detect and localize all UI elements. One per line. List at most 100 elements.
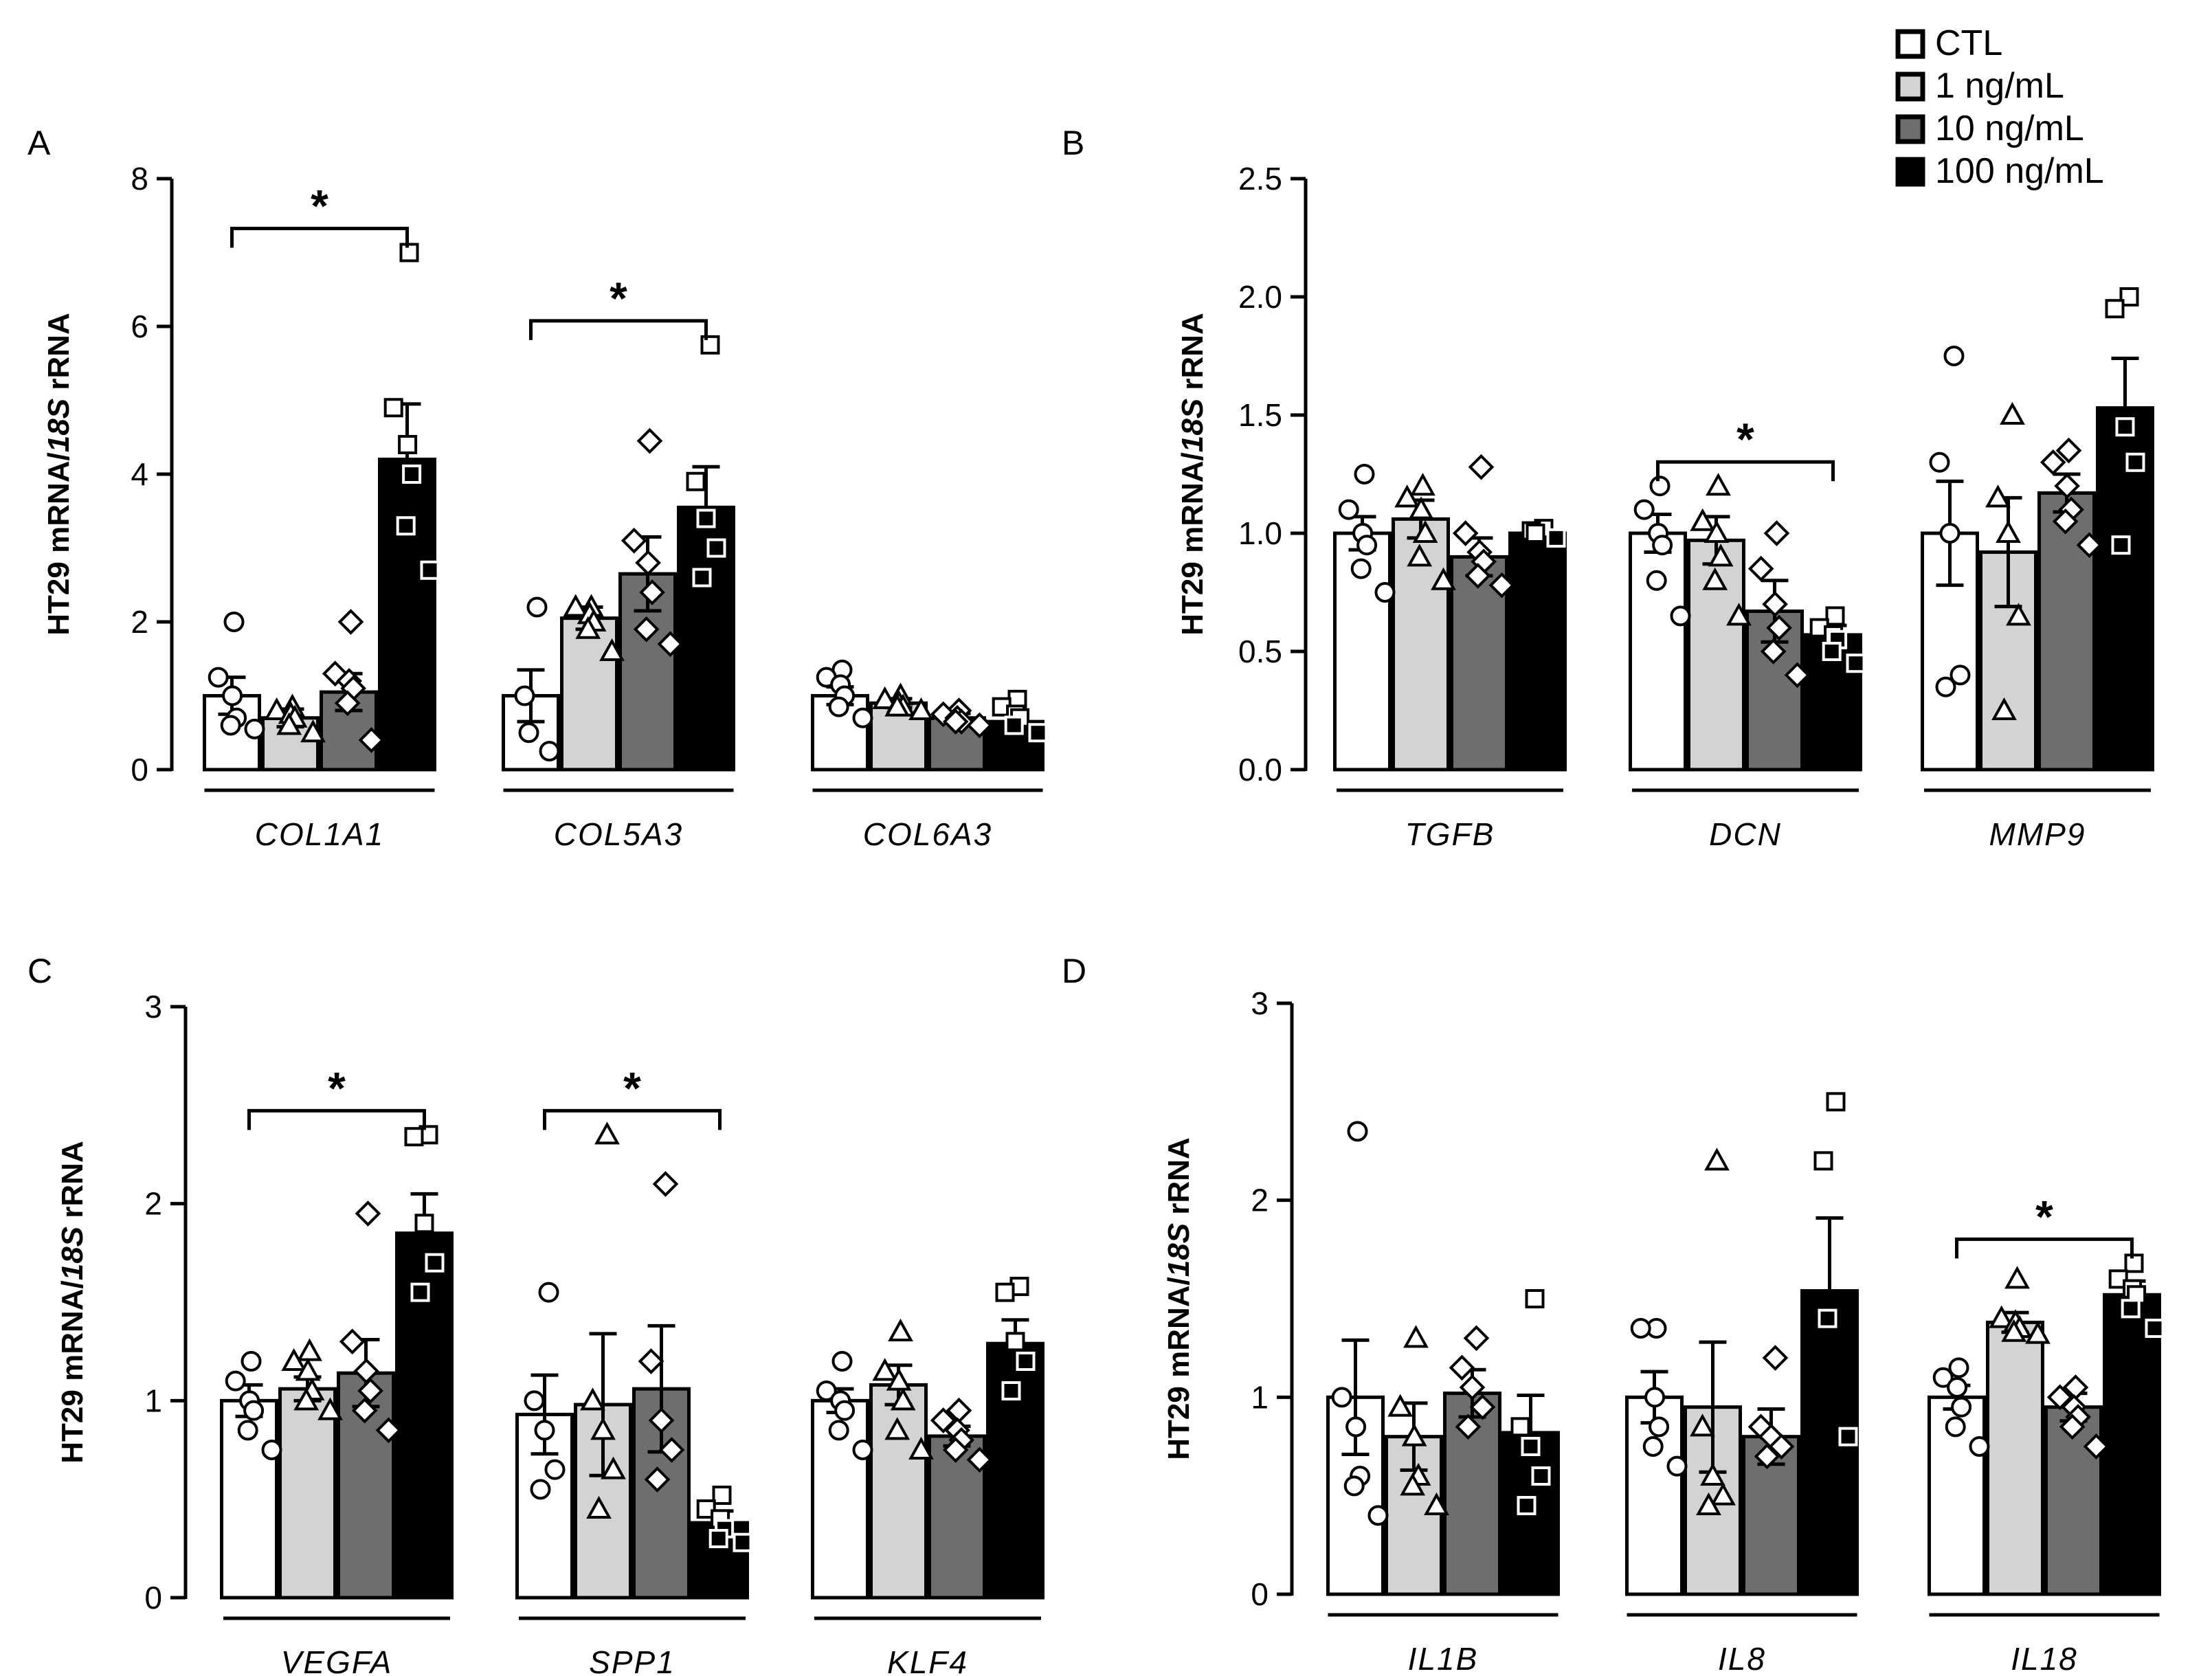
data-point bbox=[633, 616, 660, 643]
data-point bbox=[1374, 582, 1396, 603]
data-point bbox=[1004, 715, 1024, 735]
data-point bbox=[890, 1387, 916, 1411]
data-point bbox=[1704, 1148, 1730, 1171]
data-point bbox=[828, 696, 849, 717]
data-point bbox=[966, 1446, 993, 1473]
data-point bbox=[639, 579, 665, 605]
data-point bbox=[1948, 1357, 1969, 1378]
significance-star: * bbox=[623, 1062, 641, 1113]
data-point bbox=[636, 427, 663, 454]
data-point bbox=[425, 1253, 445, 1273]
data-point bbox=[1646, 570, 1667, 591]
data-point bbox=[1644, 1387, 1666, 1408]
data-point bbox=[1468, 454, 1495, 480]
data-point bbox=[1932, 1367, 1954, 1388]
y-tick-label: 1.5 bbox=[1238, 397, 1282, 433]
panel-d: D 0 1 2 3 HT29 mRNA/18S rRNA IL1B IL8 * IL18 bbox=[1062, 952, 2165, 1676]
data-point bbox=[225, 1370, 246, 1392]
x-tick-label: MMP9 bbox=[1989, 816, 2086, 852]
data-point bbox=[1703, 519, 1730, 543]
legend-swatch-10-ng-ml bbox=[1895, 114, 1925, 144]
data-point bbox=[2054, 473, 2080, 500]
data-point bbox=[712, 1485, 732, 1505]
data-point bbox=[708, 1529, 728, 1548]
data-point bbox=[686, 471, 706, 491]
data-point bbox=[222, 685, 243, 706]
y-axis-label-italic: 18S bbox=[42, 399, 76, 452]
data-point bbox=[644, 1466, 671, 1493]
bar-group-tgfb: TGFB bbox=[1333, 454, 1567, 852]
data-point bbox=[358, 727, 385, 753]
data-point bbox=[1407, 544, 1433, 567]
data-point bbox=[831, 1351, 853, 1372]
data-point bbox=[530, 1479, 551, 1500]
data-point bbox=[1488, 572, 1515, 599]
data-point bbox=[872, 686, 898, 709]
bar-group-col1a1: * COL1A1 bbox=[203, 181, 440, 852]
data-point bbox=[526, 596, 548, 618]
data-point bbox=[208, 667, 229, 688]
bar-group-il8: IL8 bbox=[1625, 1092, 1859, 1676]
significance-star: * bbox=[328, 1062, 346, 1113]
data-point bbox=[396, 516, 416, 536]
data-point bbox=[1633, 499, 1655, 520]
data-point bbox=[2083, 1433, 2110, 1460]
data-point bbox=[1706, 473, 1731, 496]
data-point bbox=[295, 1358, 321, 1381]
data-point bbox=[966, 712, 993, 739]
data-point bbox=[1935, 676, 1956, 697]
data-point bbox=[539, 741, 560, 762]
data-point bbox=[1700, 1462, 1725, 1486]
data-point bbox=[1985, 484, 2011, 508]
legend-label-10-ng-ml: 10 ng/mL bbox=[1935, 109, 2084, 148]
data-point bbox=[1945, 1416, 1966, 1438]
data-point bbox=[524, 1390, 545, 1411]
data-point bbox=[1630, 1318, 1651, 1339]
data-point bbox=[1331, 1387, 1352, 1408]
data-point bbox=[1943, 346, 1965, 366]
y-tick-label: 2 bbox=[144, 1186, 162, 1222]
data-point bbox=[696, 509, 716, 528]
data-point bbox=[580, 1387, 605, 1411]
data-point bbox=[1367, 1505, 1389, 1526]
data-point bbox=[1813, 1151, 1833, 1171]
data-point bbox=[1754, 1443, 1780, 1470]
data-point bbox=[1649, 1416, 1670, 1438]
data-point bbox=[658, 1437, 685, 1463]
data-point bbox=[244, 718, 265, 739]
data-point bbox=[1763, 520, 1790, 546]
data-point bbox=[538, 1282, 559, 1303]
y-axis-label-suffix: rRNA bbox=[1162, 1137, 1196, 1223]
data-point bbox=[1762, 591, 1788, 618]
data-point bbox=[414, 1214, 434, 1233]
data-point bbox=[599, 638, 625, 661]
data-point bbox=[2124, 1253, 2144, 1273]
data-point bbox=[1356, 535, 1378, 556]
x-tick-label: IL1B bbox=[1408, 1641, 1479, 1676]
data-point bbox=[594, 1121, 620, 1145]
data-point bbox=[2076, 532, 2103, 559]
y-tick-label: 2.5 bbox=[1238, 161, 1282, 197]
significance-bracket bbox=[1656, 460, 1835, 482]
data-point bbox=[1822, 642, 1842, 661]
x-tick-label: IL18 bbox=[2011, 1641, 2078, 1676]
data-point bbox=[334, 690, 361, 717]
data-point bbox=[657, 631, 684, 658]
data-point bbox=[586, 1495, 612, 1519]
data-point bbox=[1463, 1325, 1490, 1352]
data-point bbox=[1969, 1436, 1990, 1457]
bar-group-spp1: * SPP1 bbox=[515, 1062, 752, 1676]
y-axis-label-italic: 18S bbox=[1176, 399, 1209, 452]
data-point bbox=[828, 1420, 849, 1441]
data-point bbox=[1400, 1473, 1426, 1496]
y-tick-label: 1 bbox=[144, 1383, 162, 1418]
data-point bbox=[1464, 563, 1491, 589]
data-point bbox=[1347, 1121, 1368, 1142]
data-point bbox=[1649, 476, 1671, 497]
data-point bbox=[1350, 558, 1372, 579]
data-point bbox=[243, 1400, 265, 1421]
data-point bbox=[1696, 1492, 1721, 1515]
data-point bbox=[241, 1351, 262, 1372]
data-point bbox=[816, 1381, 837, 1401]
